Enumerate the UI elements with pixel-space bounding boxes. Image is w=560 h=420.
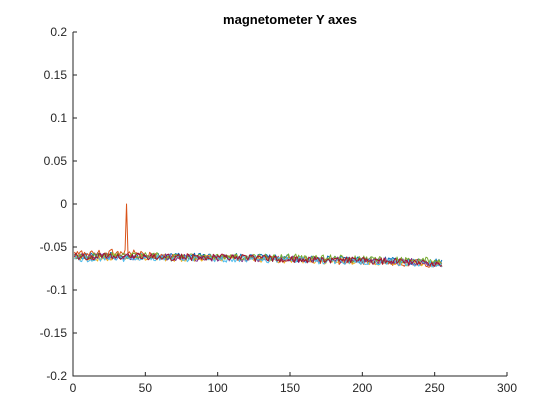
x-tick-label: 0 — [70, 381, 77, 395]
x-tick-label: 200 — [352, 381, 372, 395]
x-tick-label: 300 — [497, 381, 517, 395]
y-tick-label: -0.2 — [46, 369, 67, 383]
y-tick-label: -0.15 — [40, 326, 68, 340]
y-tick-label: 0.05 — [44, 154, 68, 168]
x-tick-label: 250 — [425, 381, 445, 395]
y-tick-label: 0.1 — [50, 111, 67, 125]
plot-area — [73, 32, 507, 376]
x-tick-label: 50 — [139, 381, 153, 395]
y-tick-label: 0.15 — [44, 68, 68, 82]
x-axis: 0 50 100 150 200 250 300 — [70, 372, 517, 395]
x-tick-label: 150 — [280, 381, 300, 395]
series-line-6 — [74, 254, 443, 268]
x-tick-label: 100 — [208, 381, 228, 395]
series-line-7 — [73, 252, 443, 267]
y-tick-label: 0.2 — [50, 25, 67, 39]
y-tick-label: -0.05 — [40, 240, 68, 254]
chart-title: magnetometer Y axes — [223, 12, 357, 27]
series-layer — [73, 203, 443, 268]
y-tick-label: -0.1 — [46, 283, 67, 297]
y-axis: -0.2 -0.15 -0.1 -0.05 0 0.05 0.1 0.15 0.2 — [40, 25, 77, 383]
y-tick-label: 0 — [60, 197, 67, 211]
